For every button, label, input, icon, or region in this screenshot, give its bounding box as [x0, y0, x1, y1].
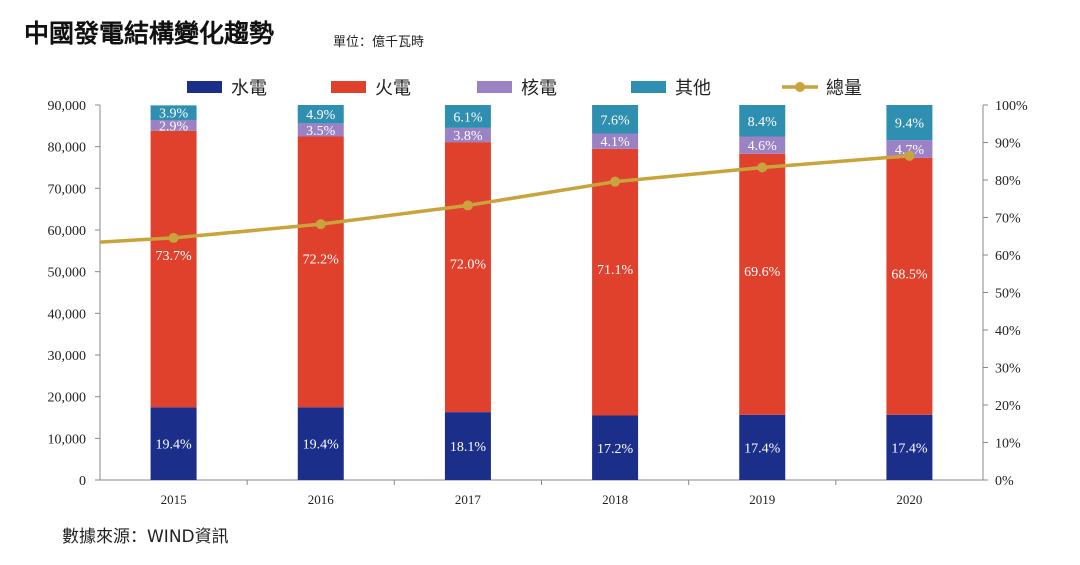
bar-segment — [444, 142, 491, 413]
data-label: 4.7% — [895, 143, 925, 158]
legend-swatch — [477, 81, 512, 93]
right-tick-label: 70% — [995, 212, 1021, 227]
left-tick-label: 50,000 — [48, 266, 87, 281]
bar-segment — [739, 105, 786, 137]
left-tick-label: 60,000 — [48, 224, 87, 239]
right-tick-label: 30% — [995, 362, 1021, 377]
data-label: 2.9% — [159, 119, 189, 134]
data-label: 8.4% — [748, 115, 778, 130]
total-point — [610, 176, 621, 187]
total-point — [462, 200, 473, 211]
bar-segment — [444, 412, 491, 480]
total-point — [757, 162, 768, 173]
data-label: 17.4% — [744, 441, 781, 456]
bar-segment — [592, 133, 639, 149]
legend-label: 核電 — [521, 78, 557, 99]
data-label: 68.5% — [891, 267, 928, 282]
data-label: 4.6% — [748, 139, 778, 154]
data-label: 4.9% — [306, 108, 336, 123]
right-tick-label: 100% — [995, 99, 1028, 114]
bar-segment — [592, 148, 639, 416]
left-tick-label: 40,000 — [48, 307, 87, 322]
bar-segment — [739, 153, 786, 415]
data-label: 19.4% — [155, 438, 192, 453]
data-label: 3.9% — [159, 107, 189, 122]
total-point — [904, 150, 915, 161]
data-label: 19.4% — [303, 438, 340, 453]
data-label: 17.2% — [597, 442, 634, 457]
x-tick-label: 2018 — [602, 492, 628, 507]
data-label: 72.2% — [303, 252, 340, 267]
data-label: 69.6% — [744, 265, 781, 280]
left-tick-label: 30,000 — [48, 349, 87, 364]
right-tick-label: 10% — [995, 437, 1021, 452]
bar-segment — [444, 127, 491, 143]
right-tick-label: 60% — [995, 249, 1021, 264]
legend-label: 火電 — [375, 78, 411, 99]
left-tick-label: 10,000 — [48, 432, 87, 447]
bar-segment — [297, 136, 344, 408]
total-line — [99, 154, 910, 244]
bar-segment — [592, 415, 639, 480]
data-label: 4.1% — [600, 135, 630, 150]
bar-segment — [886, 105, 933, 141]
data-label: 18.1% — [450, 440, 487, 455]
data-label: 71.1% — [597, 263, 634, 278]
data-label: 7.6% — [600, 113, 630, 128]
left-tick-label: 20,000 — [48, 391, 87, 406]
x-tick-label: 2020 — [896, 492, 922, 507]
chart-title: 中國發電結構變化趨勢 — [24, 19, 275, 48]
right-tick-label: 80% — [995, 174, 1021, 189]
total-point — [315, 219, 326, 230]
unit-label: 單位：億千瓦時 — [333, 35, 425, 50]
bar-segment — [739, 414, 786, 480]
right-tick-label: 90% — [995, 137, 1021, 152]
data-label: 9.4% — [895, 117, 925, 132]
bar-segment — [150, 105, 197, 120]
right-tick-label: 50% — [995, 287, 1021, 302]
legend-label: 總量 — [826, 78, 862, 99]
x-tick-label: 2017 — [455, 492, 482, 507]
left-tick-label: 90,000 — [48, 99, 87, 114]
legend-swatch — [187, 81, 222, 93]
x-tick-label: 2016 — [308, 492, 335, 507]
bar-segment — [297, 105, 344, 124]
data-label: 17.4% — [891, 441, 928, 456]
data-label: 3.8% — [453, 129, 483, 144]
data-label: 6.1% — [453, 110, 483, 125]
legend-label: 其他 — [675, 78, 711, 99]
bar-segment — [297, 407, 344, 480]
source-note: 數據來源：WIND資訊 — [62, 527, 229, 547]
legend-label: 水電 — [231, 78, 267, 99]
bar-segment — [739, 136, 786, 154]
data-label: 73.7% — [155, 249, 192, 264]
bar-segment — [150, 120, 197, 131]
left-tick-label: 0 — [79, 474, 86, 489]
bar-segment — [886, 157, 933, 415]
data-label: 72.0% — [450, 258, 487, 273]
legend-swatch — [331, 81, 366, 93]
bar-segment — [444, 105, 491, 128]
bar-segment — [592, 105, 639, 134]
bar-segment — [886, 140, 933, 158]
bar-segment — [150, 407, 197, 480]
left-tick-label: 80,000 — [48, 141, 87, 156]
total-point — [168, 232, 179, 243]
x-tick-label: 2019 — [749, 492, 775, 507]
legend-swatch — [631, 81, 666, 93]
right-tick-label: 0% — [995, 474, 1014, 489]
x-tick-label: 2015 — [161, 492, 187, 507]
bar-segment — [297, 123, 344, 137]
legend-line-marker — [795, 82, 805, 92]
bar-segment — [886, 414, 933, 480]
right-tick-label: 40% — [995, 324, 1021, 339]
bar-segment — [150, 130, 197, 408]
data-label: 3.5% — [306, 124, 336, 139]
right-tick-label: 20% — [995, 399, 1021, 414]
left-tick-label: 70,000 — [48, 182, 87, 197]
